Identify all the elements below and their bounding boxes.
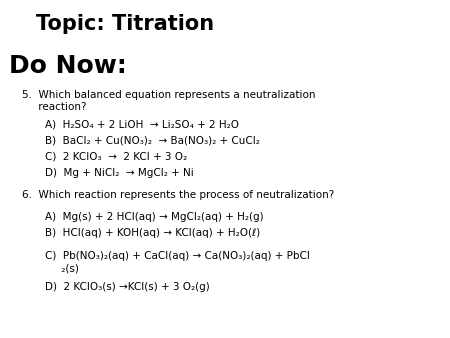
Text: 6.  Which reaction represents the process of neutralization?: 6. Which reaction represents the process…	[22, 190, 335, 200]
Text: A)  H₂SO₄ + 2 LiOH  → Li₂SO₄ + 2 H₂O: A) H₂SO₄ + 2 LiOH → Li₂SO₄ + 2 H₂O	[45, 120, 239, 130]
Text: C)  Pb(NO₃)₂(aq) + CaCl(aq) → Ca(NO₃)₂(aq) + PbCl
     ₂(s): C) Pb(NO₃)₂(aq) + CaCl(aq) → Ca(NO₃)₂(aq…	[45, 251, 310, 273]
Text: Do Now:: Do Now:	[9, 54, 127, 78]
Text: B)  HCl(aq) + KOH(aq) → KCl(aq) + H₂O(ℓ): B) HCl(aq) + KOH(aq) → KCl(aq) + H₂O(ℓ)	[45, 228, 260, 238]
Text: C)  2 KClO₃  →  2 KCl + 3 O₂: C) 2 KClO₃ → 2 KCl + 3 O₂	[45, 152, 187, 162]
Text: D)  Mg + NiCl₂  → MgCl₂ + Ni: D) Mg + NiCl₂ → MgCl₂ + Ni	[45, 168, 194, 178]
Text: 5.  Which balanced equation represents a neutralization
     reaction?: 5. Which balanced equation represents a …	[22, 90, 316, 112]
Text: Topic: Titration: Topic: Titration	[36, 14, 214, 33]
Text: D)  2 KClO₃(s) →KCl(s) + 3 O₂(g): D) 2 KClO₃(s) →KCl(s) + 3 O₂(g)	[45, 282, 210, 292]
Text: B)  BaCl₂ + Cu(NO₃)₂  → Ba(NO₃)₂ + CuCl₂: B) BaCl₂ + Cu(NO₃)₂ → Ba(NO₃)₂ + CuCl₂	[45, 136, 260, 146]
Text: A)  Mg(s) + 2 HCl(aq) → MgCl₂(aq) + H₂(g): A) Mg(s) + 2 HCl(aq) → MgCl₂(aq) + H₂(g)	[45, 212, 264, 222]
